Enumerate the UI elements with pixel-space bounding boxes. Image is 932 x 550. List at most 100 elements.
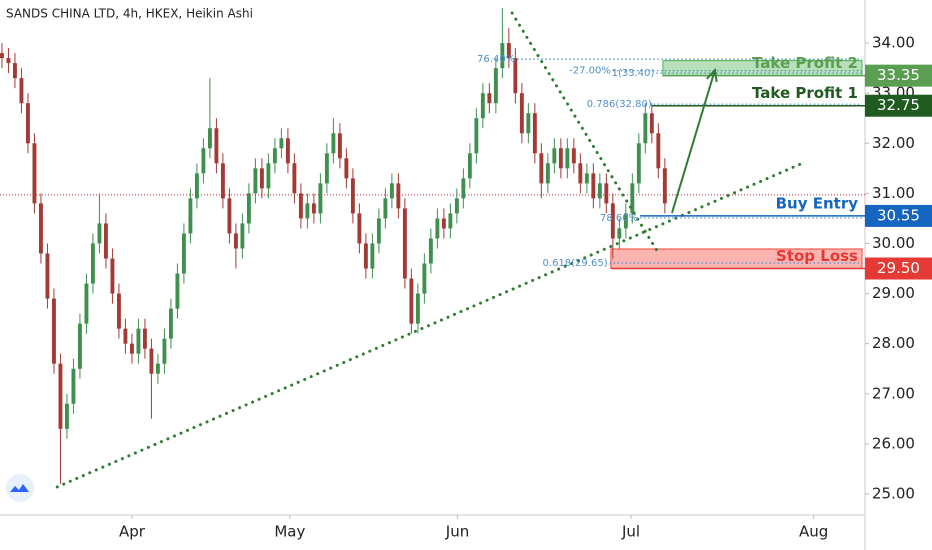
candle-body [90, 243, 95, 284]
fib-label: 0.618(29.65) [543, 258, 608, 269]
x-tick-label: Apr [119, 523, 146, 541]
candle-body [123, 328, 128, 344]
candle-body [357, 213, 362, 244]
candle-body [506, 43, 511, 59]
candle-body [0, 53, 4, 59]
candle-body [136, 328, 141, 354]
candle-body [318, 183, 323, 214]
candle-body [617, 228, 622, 239]
candle-body [474, 118, 479, 154]
chart-title: SANDS CHINA LTD, 4h, HKEX, Heikin Ashi [6, 7, 253, 21]
fib-label: 0.786(32.80) [587, 99, 652, 110]
candle-body [38, 203, 43, 254]
candle-body [604, 183, 609, 204]
level-axis-tag [865, 204, 932, 227]
candle-body [214, 128, 219, 164]
candle-body [32, 143, 37, 204]
candle-body [422, 263, 427, 294]
level-axis-label: 32.75 [877, 96, 920, 114]
candle-body [246, 193, 251, 224]
candle-body [623, 213, 628, 229]
candle-body [558, 148, 563, 169]
level-axis-tag [865, 94, 932, 117]
candle-body [285, 138, 290, 164]
candle-body [129, 343, 134, 354]
candle-body [363, 243, 368, 269]
candle-body [45, 253, 50, 299]
level-label: Stop Loss [776, 247, 858, 265]
candle-body [565, 148, 570, 169]
arrow-head [706, 67, 718, 83]
candle-body [331, 133, 336, 154]
candle-body [467, 153, 472, 179]
candle-body [188, 198, 193, 234]
candle-body [649, 113, 654, 134]
x-tick-label: Aug [799, 523, 828, 541]
candle-body [500, 43, 505, 69]
candle-body [103, 223, 108, 259]
y-tick-label: 28.00 [872, 334, 915, 352]
x-tick-label: Jul [621, 523, 640, 541]
candle-body [383, 198, 388, 219]
candle-body [402, 208, 407, 279]
candle-body [539, 153, 544, 184]
candle-body [591, 173, 596, 199]
candle-body [643, 113, 648, 144]
candle-body [376, 218, 381, 244]
candle-body [64, 403, 69, 429]
candle-body [630, 183, 635, 214]
candle-body [636, 143, 641, 184]
candle-body [409, 278, 414, 324]
candle-body [480, 93, 485, 119]
candle-body [97, 223, 102, 244]
fib-label: -27.00% [569, 66, 611, 77]
arrow [671, 69, 716, 214]
candle-body [194, 173, 199, 199]
candle-body [162, 338, 167, 364]
y-tick-label: 27.00 [872, 384, 915, 402]
candle-body [448, 213, 453, 229]
candle-body [266, 163, 271, 189]
candle-body [487, 93, 492, 104]
candle-body [142, 328, 147, 349]
candle-body [441, 218, 446, 229]
candle-body [344, 158, 349, 179]
level-label: Buy Entry [776, 194, 859, 212]
candle-body [519, 93, 524, 134]
candle-body [25, 103, 30, 144]
candle-body [77, 323, 82, 369]
candle-body [168, 308, 173, 339]
candle-body [259, 168, 264, 189]
candle-body [6, 58, 11, 64]
fib-label: 78.60% [600, 213, 638, 224]
candle-body [571, 148, 576, 164]
candle-body [454, 198, 459, 214]
candle-body [428, 238, 433, 264]
candle-body [181, 233, 186, 274]
candle-body [58, 363, 63, 429]
candle-body [311, 203, 316, 214]
candle-body [305, 203, 310, 219]
candle-body [71, 368, 76, 404]
y-tick-label: 34.00 [872, 34, 915, 52]
candle-body [532, 113, 537, 154]
candle-body [337, 133, 342, 159]
trendline [510, 11, 662, 257]
candle-body [656, 133, 661, 169]
candle-body [545, 163, 550, 184]
candle-body [396, 183, 401, 209]
candle-body [324, 153, 329, 184]
candle-body [461, 178, 466, 199]
x-tick-label: May [274, 523, 305, 541]
candle-body [149, 348, 154, 374]
candle-body [84, 283, 89, 324]
candle-body [662, 168, 667, 204]
candle-body [19, 78, 24, 104]
x-tick-label: Jun [445, 523, 469, 541]
candle-body [116, 293, 121, 329]
candle-body [552, 148, 557, 164]
candle-body [227, 198, 232, 234]
trendline [55, 160, 807, 489]
